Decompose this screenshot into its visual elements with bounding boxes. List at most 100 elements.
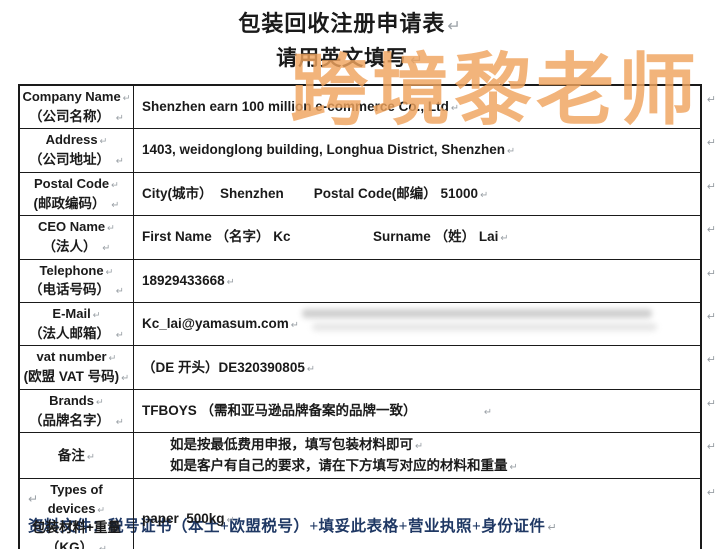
row-end-mark: ↵ — [706, 485, 716, 499]
label-brands: Brands ↵ （品牌名字） ↵ — [20, 389, 134, 433]
label-line-en: Telephone ↵ — [39, 262, 114, 278]
label-line-zh: （公司地址） ↵ — [29, 152, 124, 168]
paragraph-mark: ↵ — [92, 310, 101, 322]
paragraph-mark: ↵ — [226, 276, 235, 288]
label-line-zh: （品牌名字） ↵ — [29, 412, 124, 428]
paragraph-mark: ↵ — [108, 353, 117, 365]
paragraph-mark: ↵ — [122, 93, 131, 104]
paragraph-mark: ↵ — [111, 199, 120, 211]
page-subtitle: 请用英文填写 ↵ — [0, 42, 700, 72]
paragraph-mark: ↵ — [115, 156, 124, 168]
label-line-zh: （公司名称） ↵ — [29, 108, 124, 124]
table-row-remarks: 备注 ↵ 如是按最低费用申报，填写包装材料即可 ↵ 如是客户有自己的要求，请在下方填… — [20, 432, 716, 478]
field-email[interactable]: Kc_lai@yamasum.com ↵ — [134, 303, 700, 345]
paragraph-mark: ↵ — [306, 363, 315, 375]
label-line-zh: （电话号码） ↵ — [29, 282, 124, 298]
table-row-ceo-name: CEO Name ↵ （法人） ↵ First Name （名字） Kc Surn… — [20, 215, 716, 259]
paragraph-mark: ↵ — [97, 504, 106, 516]
paragraph-mark: ↵ — [28, 492, 39, 506]
label-line-en: Brands ↵ — [49, 392, 104, 408]
table-row-postal-code: Postal Code ↵ (邮政编码） ↵ City(城市） Shenzhen … — [20, 171, 716, 216]
page-title-text: 包装回收注册申请表 — [238, 11, 446, 36]
label-line-zh2: （KG） ↵ — [46, 538, 107, 549]
label-line-zh: (欧盟 VAT 号码) ↵ — [23, 369, 130, 385]
paragraph-mark: ↵ — [121, 373, 130, 385]
label-line-zh: 包装材料+重量 — [32, 520, 121, 536]
label-telephone: Telephone ↵ （电话号码） ↵ — [20, 259, 134, 303]
label-line-en: Postal Code ↵ — [34, 175, 119, 191]
table-row-vat-number: vat number ↵ (欧盟 VAT 号码) ↵ （DE 开头）DE320390… — [20, 345, 716, 389]
label-line-en: Address ↵ — [45, 132, 108, 148]
label-email: E-Mail ↵ （法人邮箱） ↵ — [20, 303, 134, 346]
label-vat-number: vat number ↵ (欧盟 VAT 号码) ↵ — [20, 346, 134, 389]
label-postal-code: Postal Code ↵ (邮政编码） ↵ — [20, 172, 134, 216]
label-packaging-materials: Types of devices↵ 包装材料+重量 （KG） ↵ — [20, 478, 134, 549]
label-line-en: Types of devices ↵ — [47, 481, 106, 516]
field-remarks[interactable]: 如是按最低费用申报，填写包装材料即可 ↵ 如是客户有自己的要求，请在下方填写对应的… — [134, 433, 700, 478]
row-end-mark: ↵ — [706, 266, 716, 280]
paragraph-mark: ↵ — [509, 461, 518, 473]
paragraph-mark: ↵ — [107, 223, 116, 235]
label-address: Address ↵ （公司地址） ↵ — [20, 129, 134, 172]
paragraph-mark: ↵ — [99, 136, 108, 148]
row-end-mark: ↵ — [706, 223, 716, 237]
paragraph-mark: ↵ — [450, 103, 459, 115]
label-line-en: E-Mail ↵ — [52, 306, 101, 322]
paragraph-mark: ↵ — [115, 416, 124, 428]
label-line-zh: （法人邮箱） ↵ — [29, 325, 124, 341]
label-line-zh: 备注 ↵ — [57, 447, 96, 463]
faint-watermark-smudge — [302, 309, 652, 318]
field-postal-code[interactable]: City(城市） Shenzhen Postal Code(邮编） 51000 ↵ — [134, 173, 700, 215]
field-vat-number[interactable]: （DE 开头）DE320390805 ↵ — [134, 346, 700, 388]
paragraph-mark: ↵ — [507, 146, 516, 158]
label-line-en: Company Name ↵ — [22, 89, 131, 104]
paragraph-mark: ↵ — [115, 286, 124, 298]
paragraph-mark: ↵ — [290, 320, 299, 332]
row-end-mark: ↵ — [706, 179, 716, 193]
paragraph-mark: ↵ — [115, 112, 124, 124]
paragraph-mark: ↵ — [226, 515, 235, 527]
paragraph-mark: ↵ — [86, 451, 96, 463]
label-line-en: vat number ↵ — [36, 349, 117, 365]
row-end-mark: ↵ — [706, 440, 716, 454]
label-line-en: CEO Name ↵ — [37, 219, 116, 235]
required-documents-note: 资料文件：税号证书（本土+欧盟税号）+填妥此表格+营业执照+身份证件 ↵ — [28, 518, 558, 535]
label-line-zh: （法人） ↵ — [42, 239, 111, 255]
paragraph-mark: ↵ — [99, 544, 107, 549]
label-company-name: Company Name ↵ （公司名称） ↵ — [20, 86, 134, 129]
page-title: 包装回收注册申请表 ↵ — [0, 6, 700, 38]
paragraph-mark: ↵ — [547, 521, 558, 534]
label-ceo-name: CEO Name ↵ （法人） ↵ — [20, 216, 134, 259]
row-end-mark: ↵ — [706, 310, 716, 324]
table-row-telephone: Telephone ↵ （电话号码） ↵ 18929433668 ↵ ↵ — [20, 258, 716, 303]
paragraph-mark: ↵ — [111, 179, 119, 191]
label-line-zh: (邮政编码） ↵ — [33, 195, 120, 211]
paragraph-mark: ↵ — [115, 329, 124, 341]
registration-form-table: Company Name ↵ （公司名称） ↵ Shenzhen earn 100… — [18, 84, 716, 549]
field-address[interactable]: 1403, weidonglong building, Longhua Dist… — [134, 129, 700, 171]
field-telephone[interactable]: 18929433668 ↵ — [134, 260, 700, 302]
table-row-company-name: Company Name ↵ （公司名称） ↵ Shenzhen earn 100… — [20, 86, 716, 129]
row-end-mark: ↵ — [706, 353, 716, 367]
table-row-email: E-Mail ↵ （法人邮箱） ↵ Kc_lai@yamasum.com ↵ ↵ — [20, 302, 716, 346]
paragraph-mark: ↵ — [102, 243, 111, 255]
paragraph-mark: ↵ — [500, 233, 509, 245]
table-row-address: Address ↵ （公司地址） ↵ 1403, weidonglong buil… — [20, 128, 716, 172]
paragraph-mark: ↵ — [447, 16, 462, 35]
row-end-mark: ↵ — [706, 136, 716, 150]
paragraph-mark: ↵ — [95, 396, 104, 408]
paragraph-mark: ↵ — [480, 189, 489, 201]
faint-watermark-smudge — [312, 323, 657, 331]
label-remarks: 备注 ↵ — [20, 433, 134, 478]
field-brands[interactable]: TFBOYS （需和亚马逊品牌备案的品牌一致） ↵ — [134, 390, 700, 432]
field-company-name[interactable]: Shenzhen earn 100 million e-commerce Co.… — [134, 86, 700, 128]
row-end-mark: ↵ — [706, 93, 716, 106]
paragraph-mark: ↵ — [415, 441, 424, 453]
row-end-mark: ↵ — [706, 396, 716, 410]
field-ceo-name[interactable]: First Name （名字） Kc Surname （姓） Lai ↵ — [134, 216, 700, 258]
table-row-brands: Brands ↵ （品牌名字） ↵ TFBOYS （需和亚马逊品牌备案的品牌一致）… — [20, 388, 716, 433]
table-row-packaging-materials: Types of devices↵ 包装材料+重量 （KG） ↵ paper 5… — [20, 477, 716, 549]
page-subtitle-text: 请用英文填写 — [276, 46, 409, 70]
field-packaging-materials[interactable]: paper 500kg ↵ — [134, 479, 700, 549]
